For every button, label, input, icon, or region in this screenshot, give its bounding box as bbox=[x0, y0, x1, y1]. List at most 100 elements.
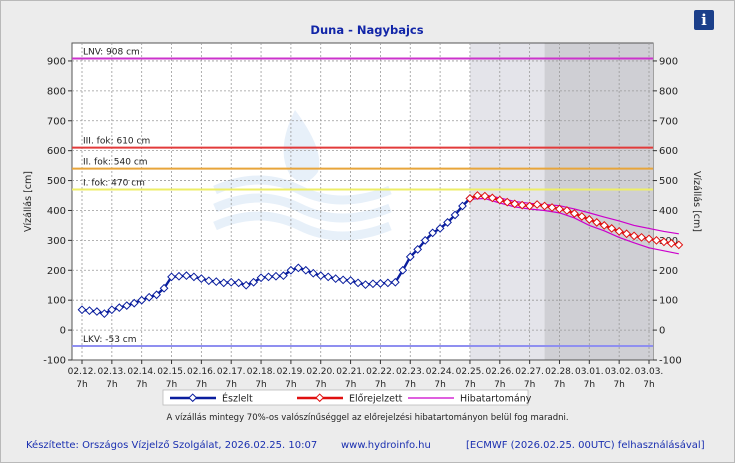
observed-point bbox=[204, 276, 214, 286]
x-tick-label: 02.14. bbox=[127, 367, 156, 377]
forecast-point bbox=[480, 191, 490, 201]
x-tick-sublabel: 7h bbox=[255, 380, 266, 390]
x-tick-sublabel: 7h bbox=[405, 380, 416, 390]
y-tick-label-right: 800 bbox=[659, 86, 678, 97]
info-icon[interactable]: i bbox=[694, 10, 714, 30]
forecast-point bbox=[652, 235, 661, 245]
watermark-wave bbox=[213, 193, 392, 223]
observed-point bbox=[167, 272, 176, 282]
observed-point bbox=[77, 305, 87, 315]
x-tick-sublabel: 7h bbox=[166, 380, 177, 390]
observed-point bbox=[443, 218, 452, 227]
observed-point bbox=[353, 278, 363, 288]
y-tick-label-right: 300 bbox=[659, 236, 678, 247]
observed-point bbox=[226, 277, 236, 287]
observed-point bbox=[159, 283, 169, 293]
observed-point bbox=[331, 274, 341, 284]
observed-point bbox=[383, 278, 393, 288]
observed-point bbox=[129, 298, 139, 308]
x-tick-label: 02.18. bbox=[247, 367, 276, 377]
y-axis-title-left: Vízállás [cm] bbox=[23, 171, 34, 232]
forecast-point bbox=[629, 231, 639, 241]
observed-point bbox=[301, 265, 311, 275]
x-tick-sublabel: 7h bbox=[434, 380, 445, 390]
observed-point bbox=[390, 277, 400, 287]
observed-point bbox=[376, 279, 385, 288]
x-tick-label: 02.17. bbox=[217, 367, 246, 377]
observed-point bbox=[368, 279, 378, 289]
y-tick-label-left: 900 bbox=[47, 56, 66, 67]
x-tick-sublabel: 7h bbox=[106, 380, 117, 390]
y-tick-label-left: 700 bbox=[47, 116, 66, 127]
x-tick-label: 02.27. bbox=[515, 367, 544, 377]
observed-point bbox=[122, 301, 132, 310]
reference-label-1: III. fok: 610 cm bbox=[83, 137, 150, 147]
forecast-point bbox=[555, 204, 564, 214]
reference-label-3: I. fok: 470 cm bbox=[83, 179, 145, 189]
observed-point bbox=[264, 272, 273, 282]
footer-source: [ECMWF (2026.02.25. 00UTC) felhasználásá… bbox=[466, 440, 705, 451]
x-tick-label: 03.03. bbox=[635, 367, 664, 377]
x-tick-sublabel: 7h bbox=[345, 380, 356, 390]
forecast-point bbox=[540, 201, 549, 211]
observed-point bbox=[256, 273, 266, 283]
x-tick-label: 02.22. bbox=[366, 367, 395, 377]
x-tick-sublabel: 7h bbox=[315, 380, 326, 390]
x-tick-sublabel: 7h bbox=[225, 380, 236, 390]
forecast-point bbox=[577, 212, 587, 221]
forecast-point bbox=[465, 194, 475, 203]
observed-point bbox=[293, 263, 303, 273]
y-tick-label-left: 800 bbox=[47, 86, 66, 97]
x-tick-label: 02.24. bbox=[426, 367, 455, 377]
observed-point bbox=[323, 272, 333, 282]
reference-label-4: LKV: -53 cm bbox=[83, 335, 137, 345]
x-tick-label: 02.20. bbox=[306, 367, 335, 377]
x-tick-label: 02.19. bbox=[277, 367, 306, 377]
forecast-point bbox=[547, 203, 557, 212]
reference-label-2: II. fok: 540 cm bbox=[83, 158, 148, 168]
observed-point bbox=[361, 280, 370, 290]
x-tick-label: 02.26. bbox=[485, 367, 514, 377]
y-tick-label-right: 700 bbox=[659, 116, 678, 127]
forecast-point bbox=[532, 200, 542, 209]
observed-point bbox=[182, 271, 191, 281]
x-tick-label: 02.13. bbox=[98, 367, 127, 377]
x-tick-label: 02.21. bbox=[336, 367, 365, 377]
x-tick-label: 02.23. bbox=[396, 367, 425, 377]
observed-point bbox=[286, 265, 296, 275]
observed-point bbox=[398, 265, 408, 275]
forecast-point bbox=[584, 215, 594, 224]
x-tick-sublabel: 7h bbox=[375, 380, 386, 390]
forecast-point bbox=[637, 233, 646, 242]
watermark-logo bbox=[213, 110, 392, 241]
observed-point bbox=[174, 271, 184, 281]
error-band-upper bbox=[469, 194, 679, 235]
y-tick-label-left: 0 bbox=[60, 326, 66, 337]
x-tick-label: 02.28. bbox=[545, 367, 574, 377]
observed-point bbox=[420, 235, 430, 245]
x-tick-label: 02.25. bbox=[456, 367, 485, 377]
y-tick-label-left: 100 bbox=[47, 296, 66, 307]
legend-label-1: Előrejelzett bbox=[349, 394, 403, 405]
footer-link[interactable]: www.hydroinfo.hu bbox=[341, 440, 431, 451]
x-tick-sublabel: 7h bbox=[464, 380, 475, 390]
x-tick-sublabel: 7h bbox=[76, 380, 87, 390]
observed-point bbox=[234, 278, 244, 288]
y-tick-label-right: 0 bbox=[659, 326, 665, 337]
forecast-point bbox=[614, 227, 624, 236]
observed-point bbox=[450, 210, 460, 220]
observed-point bbox=[152, 290, 161, 300]
y-tick-label-left: 500 bbox=[47, 176, 66, 187]
forecast-point bbox=[607, 224, 617, 233]
observed-point bbox=[413, 244, 423, 254]
reference-label-0: LNV: 908 cm bbox=[83, 48, 140, 58]
y-tick-label-left: 600 bbox=[47, 146, 66, 157]
forecast-point bbox=[666, 238, 676, 248]
legend-marker-1 bbox=[315, 393, 325, 403]
observed-point bbox=[189, 272, 199, 282]
legend-label-2: Hibatartomány bbox=[460, 394, 532, 405]
observed-point bbox=[92, 307, 102, 316]
shaded-region-1 bbox=[544, 43, 653, 360]
x-tick-label: 03.02. bbox=[605, 367, 634, 377]
